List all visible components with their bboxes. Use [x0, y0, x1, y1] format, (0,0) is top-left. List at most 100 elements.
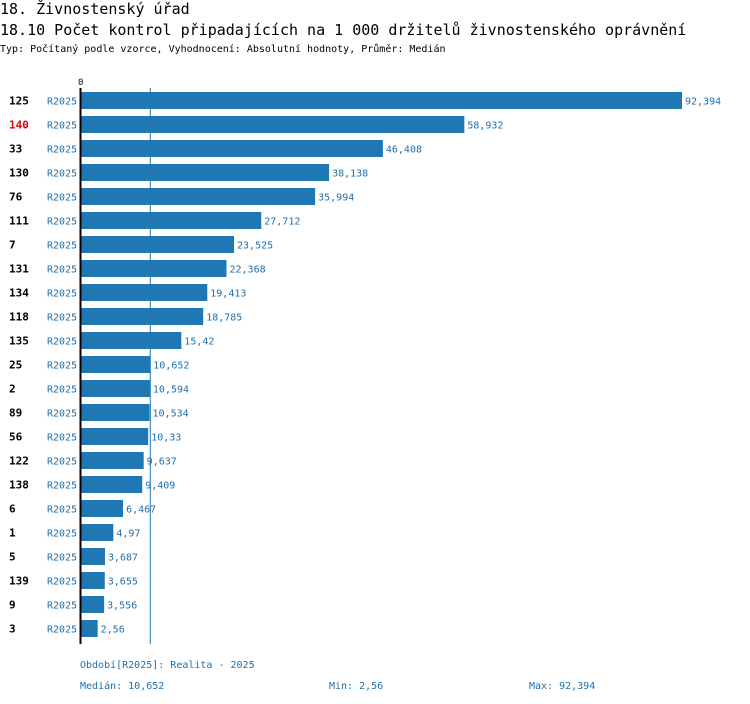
series-label: R2025: [47, 361, 77, 372]
bar: [81, 620, 98, 637]
bar: [81, 140, 383, 157]
value-label: 10,33: [151, 433, 181, 444]
series-label: R2025: [47, 625, 77, 636]
value-label: 9,409: [145, 481, 175, 492]
series-label: R2025: [47, 385, 77, 396]
value-label: 2,56: [101, 625, 125, 636]
bar: [81, 452, 144, 469]
category-label: 9: [9, 599, 16, 612]
category-label: 6: [9, 503, 16, 516]
value-label: 3,687: [108, 553, 138, 564]
bar: [81, 212, 262, 229]
category-label: 76: [9, 191, 23, 204]
bar: [81, 92, 682, 109]
value-label: 27,712: [264, 217, 300, 228]
bar: [81, 476, 143, 493]
category-label: 134: [9, 287, 29, 300]
series-label: R2025: [47, 241, 77, 252]
series-label: R2025: [47, 193, 77, 204]
category-label: 131: [9, 263, 29, 276]
value-label: 6,467: [126, 505, 156, 516]
series-label: R2025: [47, 601, 77, 612]
category-label: 135: [9, 335, 29, 348]
bar: [81, 116, 465, 133]
series-label: R2025: [47, 97, 77, 108]
series-label: R2025: [47, 145, 77, 156]
value-label: 18,785: [206, 313, 242, 324]
bar: [81, 572, 105, 589]
series-label: R2025: [47, 577, 77, 588]
category-label: 2: [9, 383, 16, 396]
value-label: 9,637: [147, 457, 177, 468]
series-label: R2025: [47, 529, 77, 540]
category-label: 1: [9, 527, 16, 540]
value-label: 10,594: [153, 385, 189, 396]
footer-median: Medián: 10,652: [80, 681, 165, 692]
category-label: 33: [9, 143, 22, 156]
bar: [81, 188, 316, 205]
value-label: 3,655: [108, 577, 138, 588]
footer-max: Max: 92,394: [529, 681, 596, 692]
category-label: 125: [9, 95, 29, 108]
bar: [81, 548, 105, 565]
value-label: 23,525: [237, 241, 273, 252]
footer-period: Období[R2025]: Realita - 2025: [80, 660, 255, 671]
value-label: 10,534: [153, 409, 189, 420]
bar: [81, 308, 204, 325]
category-label: 118: [9, 311, 29, 324]
bar: [81, 524, 114, 541]
section-title: 18. Živnostenský úřad: [0, 0, 190, 18]
value-label: 22,368: [229, 265, 265, 276]
value-label: 38,138: [332, 169, 368, 180]
category-label: 140: [9, 119, 29, 132]
value-label: 4,97: [116, 529, 140, 540]
value-label: 15,42: [184, 337, 214, 348]
series-label: R2025: [47, 433, 77, 444]
value-label: 19,413: [210, 289, 246, 300]
bar: [81, 428, 149, 445]
bar: [81, 596, 105, 613]
series-label: R2025: [47, 505, 77, 516]
series-label: R2025: [47, 121, 77, 132]
value-label: 3,556: [107, 601, 137, 612]
bar: [81, 332, 182, 349]
value-label: 35,994: [318, 193, 354, 204]
chart-subtitle: Typ: Počítaný podle vzorce, Vyhodnocení:…: [0, 44, 446, 55]
chart-title: 18.10 Počet kontrol připadajících na 1 0…: [0, 21, 687, 39]
bar: [81, 164, 330, 181]
series-label: R2025: [47, 265, 77, 276]
value-label: 92,394: [685, 97, 721, 108]
category-label: 139: [9, 575, 29, 588]
category-label: 3: [9, 623, 16, 636]
bar: [81, 380, 150, 397]
category-label: 5: [9, 551, 16, 564]
footer-min: Min: 2,56: [329, 681, 384, 692]
bar: [81, 236, 235, 253]
bar: [81, 404, 150, 421]
category-label: 111: [9, 215, 29, 228]
series-label: R2025: [47, 553, 77, 564]
series-label: R2025: [47, 457, 77, 468]
bar: [81, 356, 151, 373]
series-label: R2025: [47, 481, 77, 492]
value-label: 58,932: [467, 121, 503, 132]
category-label: 122: [9, 455, 29, 468]
category-label: 7: [9, 239, 16, 252]
series-label: R2025: [47, 217, 77, 228]
value-label: 10,652: [153, 361, 189, 372]
series-label: R2025: [47, 313, 77, 324]
value-label: 46,408: [386, 145, 422, 156]
bar: [81, 500, 124, 517]
category-label: 138: [9, 479, 29, 492]
category-label: 56: [9, 431, 23, 444]
bar: [81, 260, 227, 277]
bar: [81, 284, 208, 301]
category-label: 25: [9, 359, 22, 372]
category-label: 89: [9, 407, 22, 420]
series-label: R2025: [47, 169, 77, 180]
series-label: R2025: [47, 337, 77, 348]
series-label: R2025: [47, 409, 77, 420]
series-label: R2025: [47, 289, 77, 300]
category-label: 130: [9, 167, 29, 180]
